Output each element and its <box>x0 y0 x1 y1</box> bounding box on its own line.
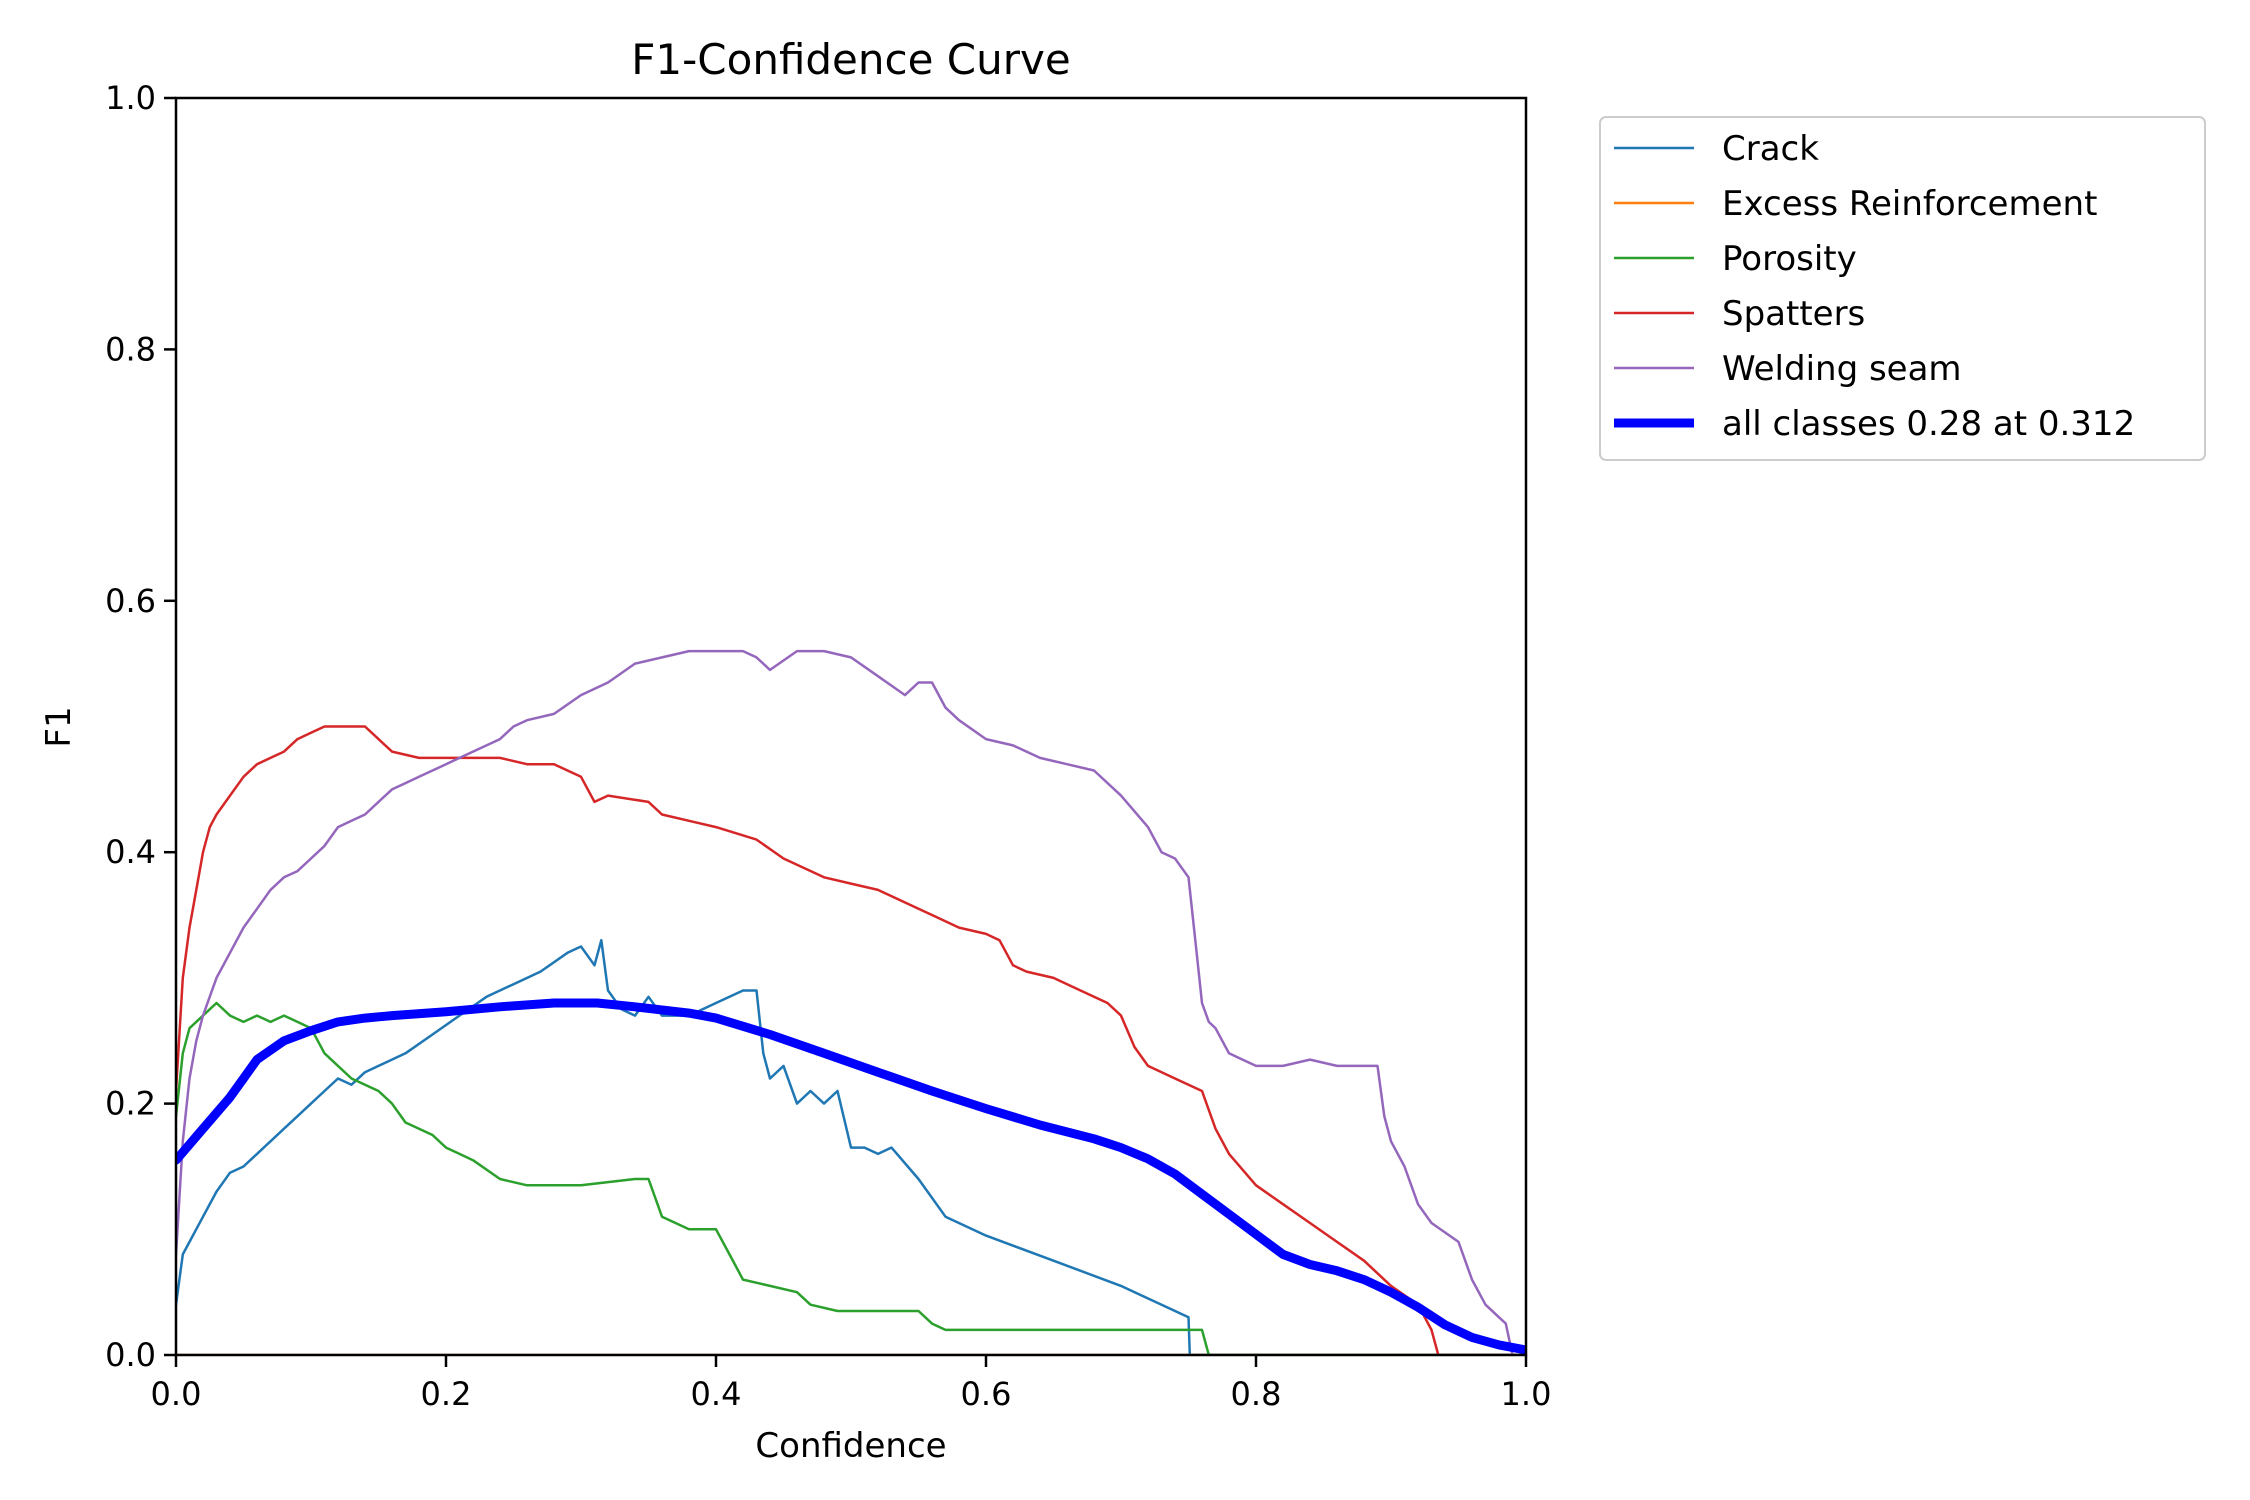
y-axis-ticks: 0.0 0.2 0.4 0.6 0.8 1.0 <box>105 79 176 1374</box>
y-tick-label: 0.4 <box>105 833 156 871</box>
series-line-crack <box>176 938 1526 1355</box>
y-tick-label: 1.0 <box>105 79 156 117</box>
series-line-all-classes-0-28-at-0-312 <box>176 998 1526 1355</box>
x-tick-label: 0.4 <box>691 1375 742 1413</box>
y-tick-label: 0.0 <box>105 1336 156 1374</box>
legend-item: Crack <box>1614 129 1819 169</box>
x-tick-label: 1.0 <box>1501 1375 1552 1413</box>
legend-label: Crack <box>1722 129 1819 169</box>
y-tick-label: 0.2 <box>105 1085 156 1123</box>
legend-item: Excess Reinforcement <box>1614 184 2097 224</box>
legend-label: Porosity <box>1722 239 1857 279</box>
legend-item: all classes 0.28 at 0.312 <box>1614 404 2135 444</box>
y-axis-label: F1 <box>39 706 79 747</box>
legend-frame <box>1599 116 2206 461</box>
x-tick-label: 0.8 <box>1231 1375 1282 1413</box>
y-tick-label: 0.8 <box>105 330 156 368</box>
x-tick-label: 0.2 <box>421 1375 472 1413</box>
x-axis-label: Confidence <box>755 1426 946 1466</box>
x-tick-label: 0.6 <box>961 1375 1012 1413</box>
legend: Crack Excess Reinforcement Porosity Spatter… <box>1599 116 2206 461</box>
series-line-spatters <box>176 725 1526 1355</box>
series-layer <box>176 649 1526 1355</box>
legend-label: Spatters <box>1722 294 1865 334</box>
plot-frame <box>174 96 1528 1357</box>
legend-item: Spatters <box>1614 294 1865 334</box>
chart-title: F1-Confidence Curve <box>631 35 1070 84</box>
series-line-welding-seam <box>176 649 1526 1355</box>
x-tick-label: 0.0 <box>151 1375 202 1413</box>
legend-item: Welding seam <box>1614 349 1962 389</box>
legend-label: Excess Reinforcement <box>1722 184 2097 224</box>
legend-item: Porosity <box>1614 239 1857 279</box>
x-axis-ticks: 0.0 0.2 0.4 0.6 0.8 1.0 <box>151 1355 1552 1413</box>
legend-label: Welding seam <box>1722 349 1962 389</box>
y-tick-label: 0.6 <box>105 582 156 620</box>
plot-area <box>174 96 1528 1357</box>
series-line-porosity <box>176 1001 1526 1355</box>
legend-label: all classes 0.28 at 0.312 <box>1722 404 2135 444</box>
